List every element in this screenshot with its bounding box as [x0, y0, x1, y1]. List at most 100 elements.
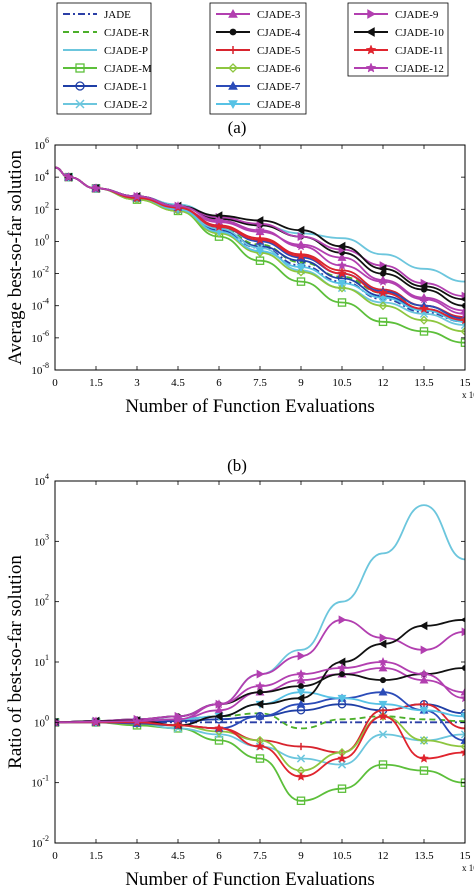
marker — [296, 771, 306, 781]
x-tick-label: 3 — [134, 850, 140, 862]
marker — [296, 263, 306, 272]
series-cjade-7 — [55, 166, 465, 322]
legend-item: CJADE-2 — [63, 99, 147, 111]
x-tick-label: 12 — [378, 377, 389, 389]
marker — [461, 627, 465, 637]
x-tick-label: 7.5 — [253, 377, 267, 389]
y-tick-label: 100 — [34, 713, 49, 729]
y-tick-label: 104 — [34, 168, 49, 184]
legend-label: CJADE-12 — [395, 63, 444, 75]
marker — [380, 677, 386, 684]
x-tick-label: 7.5 — [253, 850, 267, 862]
y-tick-label: 10-2 — [31, 834, 49, 850]
marker — [378, 700, 388, 709]
panel-label: (b) — [227, 456, 247, 475]
marker — [337, 268, 347, 278]
marker — [256, 669, 265, 679]
legend-label: JADE — [104, 9, 131, 21]
marker — [339, 671, 345, 678]
marker — [419, 735, 429, 745]
marker — [460, 308, 465, 318]
marker — [296, 277, 306, 286]
legend-item: CJADE-11 — [354, 44, 443, 57]
x-tick-label: 10.5 — [332, 850, 352, 862]
marker — [378, 639, 387, 649]
y-tick-label: 104 — [34, 472, 49, 488]
legend-frame — [209, 2, 307, 115]
legend-label: CJADE-3 — [257, 9, 301, 21]
marker — [214, 711, 223, 721]
legend-label: CJADE-M — [104, 63, 152, 75]
marker — [214, 736, 224, 745]
marker — [255, 225, 265, 235]
marker — [228, 63, 238, 73]
marker — [367, 9, 377, 19]
y-tick-label: 102 — [34, 200, 49, 216]
y-tick-label: 102 — [34, 593, 49, 609]
marker — [419, 668, 429, 679]
marker — [419, 327, 429, 336]
marker — [378, 301, 388, 311]
marker — [296, 668, 306, 679]
x-tick-label: 9 — [298, 850, 304, 862]
marker — [419, 675, 429, 684]
marker — [75, 99, 85, 109]
marker — [419, 303, 429, 314]
legend-item: JADE — [63, 9, 131, 21]
panel-2: (b) 0 1.5 3 4.5 6 7.5 9 10.5 12 13.5 15 10-2 10-1 100 1… — [5, 456, 474, 886]
legend-label: CJADE-8 — [257, 99, 301, 111]
marker — [229, 46, 237, 54]
marker — [214, 723, 224, 733]
y-tick-label: 10-2 — [31, 265, 49, 281]
marker — [337, 283, 347, 293]
legend-item: CJADE-3 — [216, 8, 301, 21]
marker — [460, 693, 465, 703]
x-axis-label: Number of Function Evaluations — [125, 396, 375, 417]
x-tick-label: 0 — [52, 850, 58, 862]
marker — [378, 760, 388, 769]
legend-label: CJADE-R — [104, 27, 150, 39]
marker — [229, 28, 237, 36]
marker — [91, 183, 101, 193]
marker — [255, 699, 264, 709]
marker — [378, 276, 388, 286]
marker — [365, 62, 377, 73]
legend-item: CJADE-4 — [216, 27, 301, 39]
marker — [419, 281, 428, 291]
legend-label: CJADE-6 — [257, 63, 301, 75]
legend-item: CJADE-1 — [63, 81, 147, 93]
marker — [75, 81, 85, 91]
marker — [228, 100, 238, 110]
marker — [228, 80, 238, 90]
marker — [297, 742, 305, 751]
marker — [337, 260, 347, 270]
legend-item: CJADE-6 — [216, 63, 301, 75]
x-tick-label: 9 — [298, 377, 304, 389]
legend-label: CJADE-11 — [395, 45, 443, 57]
marker — [173, 714, 183, 724]
marker — [379, 633, 388, 643]
marker — [255, 247, 265, 256]
legend-label: CJADE-10 — [395, 27, 444, 39]
marker — [378, 656, 388, 667]
legend-label: CJADE-4 — [257, 27, 301, 39]
marker — [296, 267, 306, 277]
x-tick-label: 4.5 — [171, 377, 185, 389]
marker — [214, 215, 224, 225]
plot-area — [55, 166, 465, 347]
marker — [132, 715, 142, 726]
marker — [255, 711, 265, 720]
series-line — [55, 721, 465, 802]
legend-item: CJADE-P — [63, 45, 148, 57]
x-tick-label: 6 — [216, 850, 222, 862]
y-tick-label: 106 — [34, 136, 49, 152]
x-tick-label: 6 — [216, 377, 222, 389]
marker — [173, 200, 183, 211]
marker — [419, 766, 429, 775]
series-cjade-12 — [55, 166, 465, 318]
marker — [419, 294, 429, 304]
legend-item: CJADE-M — [63, 63, 152, 75]
marker — [296, 250, 306, 261]
marker — [419, 621, 428, 631]
legend-item: CJADE-10 — [354, 27, 444, 39]
